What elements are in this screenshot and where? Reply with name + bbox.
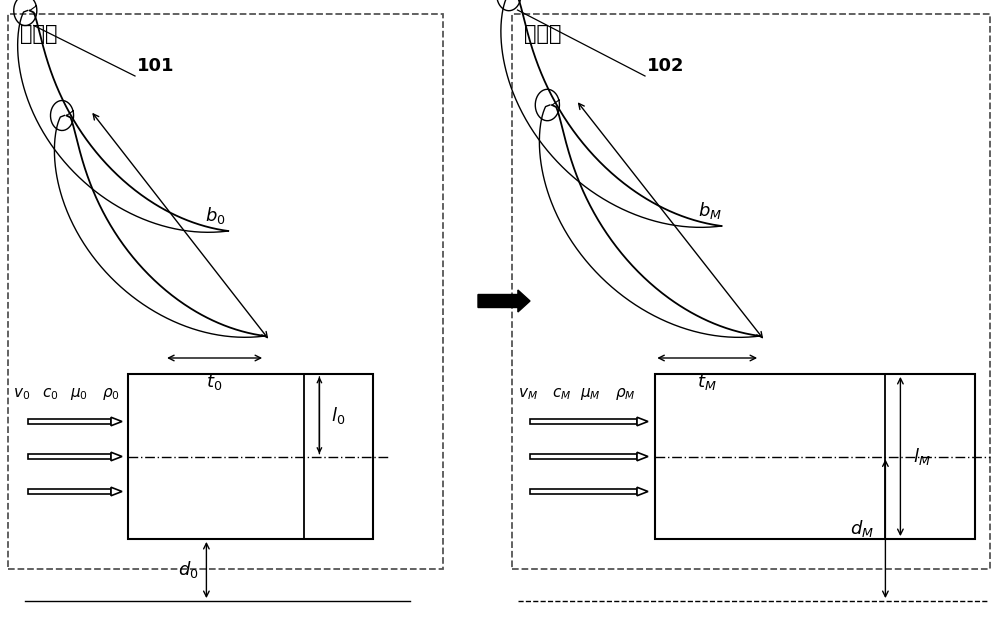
Text: 102: 102 — [647, 57, 684, 75]
Text: 模化前: 模化前 — [20, 24, 58, 44]
Bar — [8, 14, 443, 569]
Polygon shape — [478, 290, 530, 312]
Text: $\mu_0$: $\mu_0$ — [70, 386, 88, 402]
Polygon shape — [637, 417, 648, 426]
Text: $b_0$: $b_0$ — [205, 206, 226, 226]
Text: $t_M$: $t_M$ — [697, 372, 717, 392]
Text: $v_0$: $v_0$ — [13, 387, 30, 402]
Text: $l_M$: $l_M$ — [913, 446, 931, 467]
Text: $c_M$: $c_M$ — [552, 387, 571, 402]
Polygon shape — [111, 452, 122, 461]
Polygon shape — [637, 487, 648, 496]
Polygon shape — [111, 417, 122, 426]
Bar — [530, 489, 637, 494]
Bar — [655, 374, 975, 539]
Text: 模化后: 模化后 — [524, 24, 562, 44]
Polygon shape — [111, 487, 122, 496]
Bar — [530, 454, 637, 460]
Bar — [530, 419, 637, 424]
Text: $\rho_0$: $\rho_0$ — [102, 386, 120, 402]
Text: $l_0$: $l_0$ — [331, 405, 346, 426]
Text: $\rho_M$: $\rho_M$ — [615, 386, 636, 402]
Text: $d_M$: $d_M$ — [850, 519, 874, 539]
Bar — [128, 374, 373, 539]
Bar — [28, 489, 111, 494]
Text: $\mu_M$: $\mu_M$ — [580, 386, 601, 402]
Polygon shape — [637, 452, 648, 461]
Bar — [512, 14, 990, 569]
Bar — [28, 419, 111, 424]
Bar — [28, 454, 111, 460]
Text: $t_0$: $t_0$ — [206, 372, 223, 392]
Text: $c_0$: $c_0$ — [42, 387, 59, 402]
Text: 101: 101 — [137, 57, 175, 75]
Text: $b_M$: $b_M$ — [698, 200, 722, 221]
Text: $v_M$: $v_M$ — [518, 387, 538, 402]
Text: $d_0$: $d_0$ — [178, 560, 199, 581]
